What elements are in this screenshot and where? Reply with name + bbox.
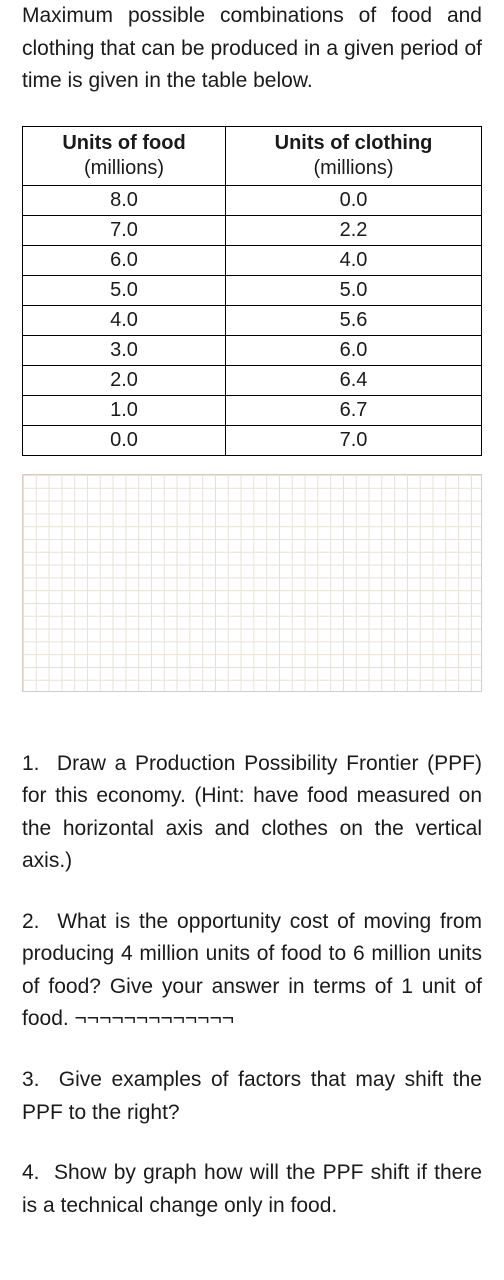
- question-3-text: Give examples of factors that may shift …: [22, 1068, 482, 1124]
- cell-clothing: 5.0: [226, 275, 482, 305]
- question-4-text: Show by graph how will the PPF shift if …: [22, 1161, 482, 1217]
- cell-clothing: 2.2: [226, 215, 482, 245]
- question-3-number: 3.: [22, 1068, 40, 1091]
- table-row: 5.0 5.0: [23, 275, 482, 305]
- cell-clothing: 6.0: [226, 335, 482, 365]
- question-1: 1. Draw a Production Possibility Frontie…: [22, 748, 482, 878]
- question-2-number: 2.: [22, 910, 40, 933]
- cell-food: 3.0: [23, 335, 226, 365]
- question-4: 4. Show by graph how will the PPF shift …: [22, 1157, 482, 1222]
- question-1-text: Draw a Production Possibility Frontier (…: [22, 752, 482, 873]
- question-2: 2. What is the opportunity cost of movin…: [22, 906, 482, 1036]
- cell-food: 2.0: [23, 365, 226, 395]
- cell-clothing: 6.4: [226, 365, 482, 395]
- cell-food: 8.0: [23, 185, 226, 215]
- table-header-row: Units of food (millions) Units of clothi…: [23, 126, 482, 185]
- table-row: 8.0 0.0: [23, 185, 482, 215]
- cell-food: 6.0: [23, 245, 226, 275]
- cell-clothing: 7.0: [226, 425, 482, 455]
- header-food-line2: (millions): [27, 156, 221, 181]
- cell-clothing: 5.6: [226, 305, 482, 335]
- question-2-text: What is the opportunity cost of moving f…: [22, 910, 482, 1031]
- cell-food: 4.0: [23, 305, 226, 335]
- question-4-number: 4.: [22, 1161, 40, 1184]
- graph-grid-paper: [22, 474, 482, 692]
- header-clothing-line1: Units of clothing: [230, 131, 477, 156]
- table-header-clothing: Units of clothing (millions): [226, 126, 482, 185]
- header-food-line1: Units of food: [27, 131, 221, 156]
- table-body: 8.0 0.0 7.0 2.2 6.0 4.0 5.0 5.0 4.0 5.6 …: [23, 185, 482, 455]
- cell-clothing: 6.7: [226, 395, 482, 425]
- cell-clothing: 0.0: [226, 185, 482, 215]
- table-row: 1.0 6.7: [23, 395, 482, 425]
- production-table: Units of food (millions) Units of clothi…: [22, 126, 482, 456]
- table-row: 4.0 5.6: [23, 305, 482, 335]
- table-row: 7.0 2.2: [23, 215, 482, 245]
- intro-paragraph: Maximum possible combinations of food an…: [22, 0, 482, 98]
- table-row: 2.0 6.4: [23, 365, 482, 395]
- cell-food: 7.0: [23, 215, 226, 245]
- header-clothing-line2: (millions): [230, 156, 477, 181]
- table-row: 3.0 6.0: [23, 335, 482, 365]
- question-3: 3. Give examples of factors that may shi…: [22, 1064, 482, 1129]
- table-row: 6.0 4.0: [23, 245, 482, 275]
- question-1-number: 1.: [22, 752, 40, 775]
- table-header-food: Units of food (millions): [23, 126, 226, 185]
- cell-clothing: 4.0: [226, 245, 482, 275]
- cell-food: 5.0: [23, 275, 226, 305]
- cell-food: 1.0: [23, 395, 226, 425]
- table-row: 0.0 7.0: [23, 425, 482, 455]
- cell-food: 0.0: [23, 425, 226, 455]
